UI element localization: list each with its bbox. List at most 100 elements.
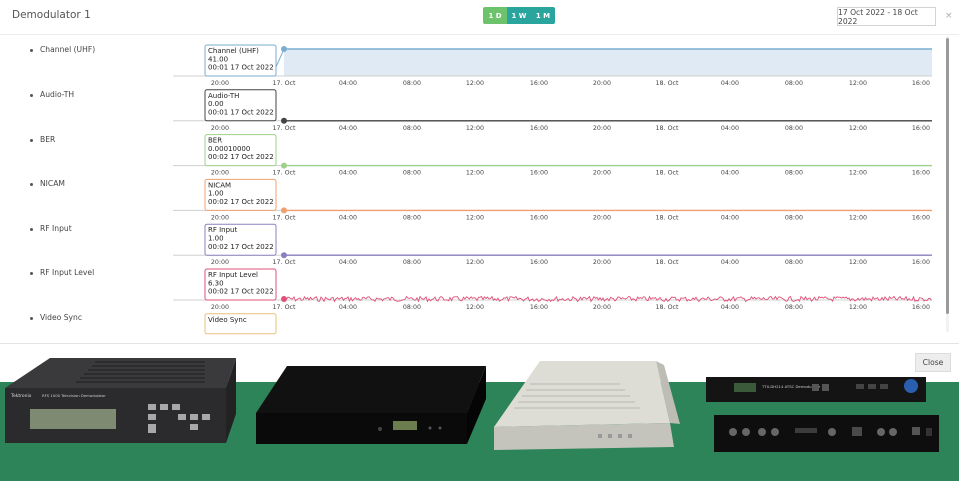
- tooltip-value: 1.00: [208, 190, 224, 198]
- x-tick-label: 16:00: [530, 170, 548, 177]
- tooltip-series: NICAM: [208, 181, 231, 189]
- data-point[interactable]: [281, 296, 287, 302]
- range-1d-button[interactable]: 1 D: [483, 7, 507, 24]
- x-tick-label: 17. Oct: [273, 259, 296, 266]
- x-tick-label: 08:00: [403, 170, 421, 177]
- range-1w-button[interactable]: 1 W: [507, 7, 531, 24]
- tooltip-series: Channel (UHF): [208, 47, 259, 55]
- x-tick-label: 08:00: [785, 125, 803, 132]
- x-tick-label: 16:00: [530, 125, 548, 132]
- x-tick-label: 20:00: [593, 304, 611, 311]
- close-icon[interactable]: ×: [945, 11, 953, 21]
- black-rack-demodulator-photo: [256, 366, 486, 444]
- x-tick-label: 20:00: [593, 170, 611, 177]
- x-tick-label: 12:00: [849, 214, 867, 221]
- legend-item-nicam: NICAM: [30, 179, 65, 188]
- x-tick-label: 20:00: [593, 214, 611, 221]
- section-divider: [0, 343, 959, 344]
- x-tick-label: 04:00: [721, 259, 739, 266]
- x-tick-label: 04:00: [339, 170, 357, 177]
- chart-audio-th: 20:00 17. Oct 04:00 08:00 12:00 16:00 20:00 18.…: [173, 89, 932, 132]
- chart-rf-input-level: 20:00 17. Oct 04:00 08:00 12:00 16:00 20:00 18.…: [173, 268, 932, 311]
- header-divider: [0, 34, 959, 35]
- chart-video-sync: Video Sync: [204, 313, 277, 335]
- bullet-icon: [30, 48, 33, 52]
- chart-modal: Demodulator 1 1 D 1 W 1 M 17 Oct 2022 - …: [0, 7, 959, 335]
- x-tick-label: 16:00: [912, 125, 930, 132]
- x-tick-label: 17. Oct: [273, 304, 296, 311]
- tooltip-series: BER: [208, 137, 222, 145]
- x-tick-label: 17. Oct: [273, 125, 296, 132]
- x-tick-label: 12:00: [466, 125, 484, 132]
- x-tick-label: 04:00: [339, 259, 357, 266]
- close-button[interactable]: Close: [915, 353, 951, 372]
- x-tick-label: 12:00: [849, 304, 867, 311]
- legend-item-rf-input: RF Input: [30, 224, 72, 233]
- x-tick-label: 17. Oct: [273, 214, 296, 221]
- tooltip-value: 6.30: [208, 279, 224, 287]
- photo-badge: Tektronix: [10, 393, 32, 399]
- bullet-icon: [30, 138, 33, 142]
- bullet-icon: [30, 182, 33, 186]
- x-tick-label: 04:00: [339, 125, 357, 132]
- tooltip-time: 00:02 17 Oct 2022: [208, 288, 274, 296]
- legend-item-channel: Channel (UHF): [30, 45, 95, 54]
- x-tick-label: 20:00: [593, 125, 611, 132]
- x-tick-label: 08:00: [785, 170, 803, 177]
- x-tick-label: 16:00: [530, 214, 548, 221]
- x-tick-label: 04:00: [721, 125, 739, 132]
- chart-nicam: 20:00 17. Oct 04:00 08:00 12:00 16:00 20:00 18.…: [173, 178, 932, 221]
- product-photos: Close Tektronix RFS 1000 Television Demo…: [0, 344, 959, 481]
- bullet-icon: [30, 227, 33, 231]
- x-tick-label: 04:00: [339, 214, 357, 221]
- tooltip-value: 1.00: [208, 235, 224, 243]
- x-tick-label: 20:00: [593, 259, 611, 266]
- legend-label: Audio-TH: [40, 90, 75, 99]
- data-point[interactable]: [281, 117, 287, 124]
- x-tick-label: 20:00: [211, 259, 229, 266]
- x-tick-label: 20:00: [593, 80, 611, 87]
- bullet-icon: [30, 271, 33, 275]
- data-point[interactable]: [281, 252, 287, 259]
- x-tick-label: 08:00: [403, 125, 421, 132]
- x-tick-label: 08:00: [403, 80, 421, 87]
- legend-item-audio-th: Audio-TH: [30, 90, 74, 99]
- date-range-picker[interactable]: 17 Oct 2022 - 18 Oct 2022: [837, 7, 936, 26]
- data-point[interactable]: [281, 162, 287, 169]
- x-tick-label: 16:00: [912, 304, 930, 311]
- tooltip-series: Video Sync: [208, 316, 247, 324]
- x-tick-label: 12:00: [849, 170, 867, 177]
- scrollbar-thumb[interactable]: [946, 38, 949, 314]
- x-tick-label: 12:00: [466, 170, 484, 177]
- x-tick-label: 18. Oct: [656, 170, 679, 177]
- legend-label: NICAM: [40, 179, 65, 188]
- legend-label: Channel (UHF): [40, 45, 96, 54]
- data-point[interactable]: [281, 207, 287, 214]
- tooltip-time: 00:02 17 Oct 2022: [208, 153, 274, 161]
- x-tick-label: 04:00: [721, 80, 739, 87]
- x-tick-label: 20:00: [211, 214, 229, 221]
- chart-rf-input: 20:00 17. Oct 04:00 08:00 12:00 16:00 20:00 18.…: [173, 223, 932, 266]
- data-point[interactable]: [281, 46, 287, 52]
- chart-ber: 20:00 17. Oct 04:00 08:00 12:00 16:00 20:00 18.…: [173, 134, 932, 177]
- tektronix-demodulator-photo: Tektronix RFS 1000 Television Demodulato…: [5, 358, 236, 443]
- x-tick-label: 04:00: [721, 214, 739, 221]
- legend-item-ber: BER: [30, 135, 55, 144]
- bullet-icon: [30, 316, 33, 320]
- tooltip-series: RF Input: [208, 226, 237, 234]
- range-selector: 1 D 1 W 1 M: [483, 7, 555, 24]
- photo-model: RFS 1000 Television Demodulator: [42, 393, 106, 398]
- x-tick-label: 04:00: [339, 80, 357, 87]
- series-line: [284, 295, 932, 303]
- x-tick-label: 12:00: [466, 259, 484, 266]
- x-tick-label: 08:00: [403, 214, 421, 221]
- chart-channel-uhf-: 20:00 17. Oct 04:00 08:00 12:00 16:00 20:00 18.…: [173, 44, 932, 87]
- x-tick-label: 08:00: [785, 80, 803, 87]
- legend-item-rf-input-level: RF Input Level: [30, 268, 94, 277]
- photo-model: TTX-DH214 ATSC Demodulator: [761, 384, 821, 389]
- range-1m-button[interactable]: 1 M: [531, 7, 555, 24]
- x-tick-label: 20:00: [211, 170, 229, 177]
- x-tick-label: 20:00: [211, 125, 229, 132]
- legend-item-video-sync: Video Sync: [30, 313, 82, 322]
- x-tick-label: 16:00: [912, 259, 930, 266]
